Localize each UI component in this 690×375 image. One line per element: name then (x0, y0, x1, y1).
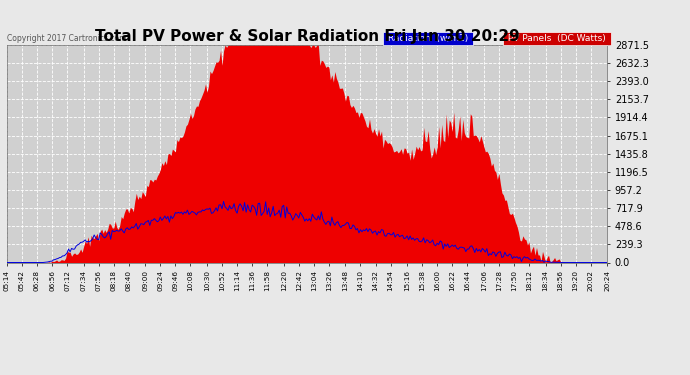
Text: Radiation  (w/m2): Radiation (w/m2) (385, 34, 471, 43)
Text: PV Panels  (DC Watts): PV Panels (DC Watts) (505, 34, 609, 43)
Title: Total PV Power & Solar Radiation Fri Jun 30 20:29: Total PV Power & Solar Radiation Fri Jun… (95, 29, 520, 44)
Text: Copyright 2017 Cartronics.com: Copyright 2017 Cartronics.com (7, 34, 126, 43)
